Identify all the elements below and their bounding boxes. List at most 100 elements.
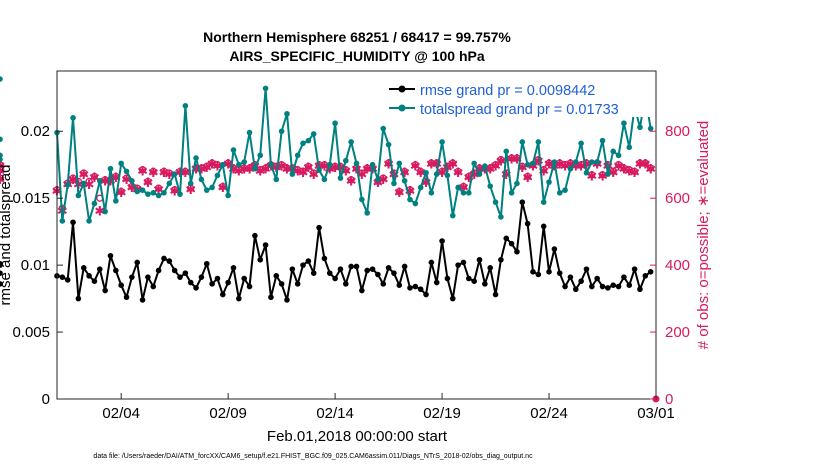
y-axis-left-label: rmse and totalspread (0, 165, 14, 306)
totalspread-point (535, 139, 542, 145)
obs-evaluated-point: ✱ (217, 181, 228, 196)
obs-evaluated-point: ✱ (538, 164, 549, 179)
obs-evaluated-point: ✱ (255, 164, 266, 179)
totalspread-point (0, 136, 3, 143)
obs-evaluated-point: ✱ (447, 158, 458, 173)
obs-evaluated-point: ✱ (528, 159, 539, 174)
x-tick-label: 02/04 (102, 405, 140, 422)
obs-possible-point (454, 167, 462, 176)
rmse-point (637, 286, 643, 293)
x-tick-label: 02/24 (530, 405, 568, 422)
totalspread-point (375, 176, 381, 183)
obs-evaluated-point: ✱ (89, 171, 100, 186)
rmse-point (0, 281, 3, 287)
rmse-point (567, 274, 574, 280)
totalspread-point (166, 180, 173, 187)
obs-evaluated-point: ✱ (153, 183, 164, 198)
obs-possible-point (117, 187, 125, 196)
totalspread-point (305, 137, 312, 144)
totalspread-point (289, 171, 296, 177)
obs-evaluated-point: ✱ (207, 158, 218, 173)
obs-possible-point (154, 184, 163, 192)
totalspread-point (284, 111, 290, 117)
rmse-point (401, 263, 408, 270)
rmse-point (380, 281, 387, 287)
x-tick-label: 02/19 (423, 405, 461, 422)
obs-evaluated-point: ✱ (169, 184, 180, 199)
legend-rmse-text: rmse grand pr = 0.0098442 (420, 83, 595, 99)
legend-spread-text: totalspread grand pr = 0.01733 (420, 102, 619, 118)
rmse-point (556, 270, 563, 276)
totalspread-point (369, 161, 376, 168)
obs-evaluated-point: ✱ (233, 164, 244, 179)
y-right-tick-label: 400 (665, 257, 690, 274)
rmse-point (647, 269, 654, 275)
rmse-point (487, 265, 494, 271)
chart-subtitle: AIRS_SPECIFIC_HUMIDITY @ 100 hPa (229, 48, 485, 64)
obs-evaluated-point: ✱ (276, 159, 287, 174)
obs-evaluated-point: ✱ (469, 168, 480, 183)
obs-evaluated-point: ✱ (592, 158, 603, 173)
rmse-point (59, 274, 66, 280)
obs-evaluated-point: ✱ (576, 159, 587, 174)
rmse-point (139, 297, 146, 303)
rmse-point (214, 275, 221, 282)
obs-evaluated-point: ✱ (260, 163, 271, 178)
rmse-point (535, 271, 542, 278)
rmse-point (471, 278, 477, 284)
obs-possible-point (80, 169, 88, 177)
rmse-point (310, 270, 317, 276)
y-right-tick-label: 200 (665, 324, 690, 341)
totalspread-point (455, 184, 461, 191)
obs-possible-point (176, 167, 184, 176)
totalspread-point (326, 161, 333, 168)
obs-evaluated-point: ✱ (640, 158, 651, 173)
rmse-point (444, 275, 451, 282)
obs-evaluated-point: ✱ (126, 181, 137, 196)
totalspread-point (294, 152, 301, 159)
totalspread-point (187, 180, 194, 187)
rmse-point (583, 266, 590, 272)
obs-evaluated-point: ✱ (645, 163, 656, 178)
obs-possible-point (0, 166, 4, 174)
rmse-point (594, 275, 600, 282)
totalspread-point (610, 148, 617, 155)
rmse-point (578, 278, 584, 284)
obs-possible-point (310, 169, 318, 177)
obs-evaluated-point: ✱ (346, 174, 357, 189)
totalspread-point (471, 160, 477, 167)
rmse-point (241, 275, 247, 282)
obs-evaluated-point: ✱ (196, 163, 207, 178)
y-right-tick-label: 0 (665, 391, 673, 408)
rmse-point (118, 282, 124, 289)
rmse-point (70, 219, 76, 226)
rmse-point (225, 279, 231, 286)
obs-evaluated-point: ✱ (560, 159, 571, 174)
totalspread-point (562, 187, 568, 193)
totalspread-point (466, 190, 472, 196)
rmse-point (423, 291, 429, 298)
obs-evaluated-point: ✱ (458, 181, 469, 196)
obs-evaluated-point: ✱ (228, 163, 239, 178)
rmse-point (284, 297, 290, 303)
obs-possible-point (149, 167, 157, 176)
totalspread-point (262, 85, 269, 92)
totalspread-point (214, 172, 221, 179)
data-file-footer: data file: /Users/raeder/DAI/ATM_forcXX/… (93, 453, 533, 460)
obs-evaluated-point: ✱ (511, 153, 522, 168)
totalspread-point (59, 218, 66, 224)
rmse-point (294, 281, 301, 287)
rmse-point (417, 286, 424, 293)
rmse-point (530, 269, 536, 275)
obs-evaluated-point: ✱ (629, 166, 640, 181)
rmse-point (129, 274, 135, 280)
rmse-point (75, 295, 82, 302)
obs-evaluated-point: ✱ (533, 154, 544, 169)
obs-evaluated-point: ✱ (442, 161, 453, 176)
totalspread-point (353, 160, 360, 167)
obs-possible-point (363, 164, 371, 172)
obs-possible-point (69, 174, 77, 182)
rmse-point (572, 286, 579, 293)
obs-evaluated-point: ✱ (78, 168, 89, 183)
obs-evaluated-point: ✱ (0, 173, 5, 188)
